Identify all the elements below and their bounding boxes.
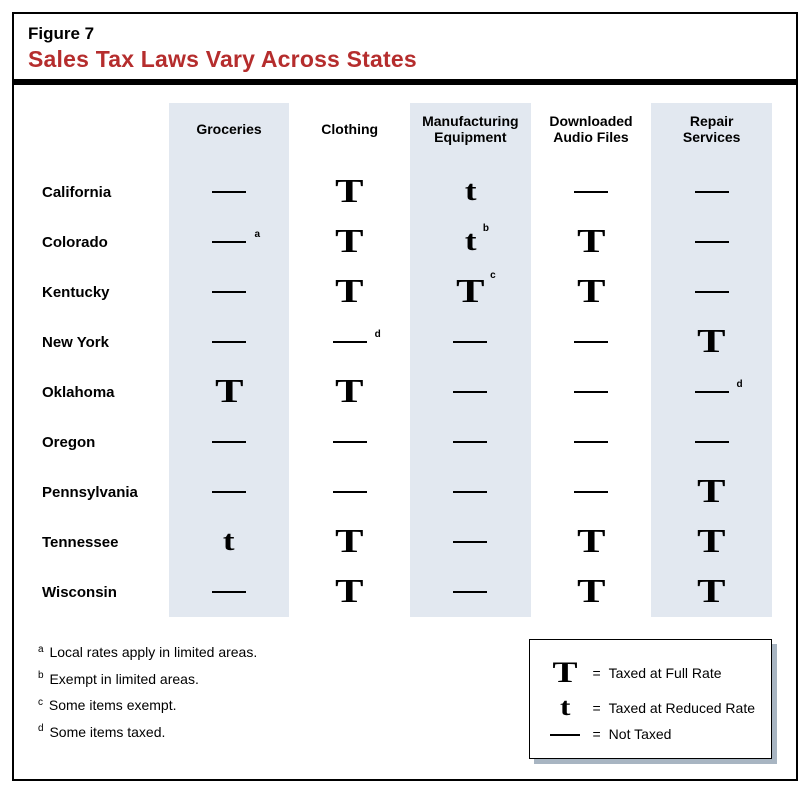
- tax-cell: [531, 417, 652, 467]
- tax-cell: Tc: [410, 267, 531, 317]
- state-label: Kentucky: [38, 267, 169, 317]
- tax-cell: T: [531, 567, 652, 617]
- state-label: New York: [38, 317, 169, 367]
- tax-cell: [169, 167, 290, 217]
- tax-cell: T: [289, 267, 410, 317]
- column-header: Clothing: [289, 103, 410, 167]
- tax-cell: t: [169, 517, 290, 567]
- tax-cell: T: [531, 217, 652, 267]
- tax-cell: T: [651, 567, 772, 617]
- tax-cell: T: [651, 467, 772, 517]
- table-header-row: GroceriesClothingManufacturingEquipmentD…: [38, 103, 772, 167]
- state-label: Oklahoma: [38, 367, 169, 417]
- tax-cell: T: [289, 367, 410, 417]
- legend: T = Taxed at Full Rate t = Taxed at Reduced R…: [529, 639, 772, 759]
- column-header: RepairServices: [651, 103, 772, 167]
- state-label: Colorado: [38, 217, 169, 267]
- tax-cell: a: [169, 217, 290, 267]
- tax-cell: T: [289, 567, 410, 617]
- tax-cell: [169, 467, 290, 517]
- column-header: Groceries: [169, 103, 290, 167]
- legend-row: t = Taxed at Reduced Rate: [544, 694, 755, 722]
- legend-symbol: T: [544, 656, 586, 690]
- table-row: OklahomaTTd: [38, 367, 772, 417]
- figure-number: Figure 7: [28, 24, 782, 44]
- tax-cell: [651, 167, 772, 217]
- footnotes: a Local rates apply in limited areas.b E…: [38, 639, 257, 745]
- figure-body: GroceriesClothingManufacturingEquipmentD…: [14, 85, 796, 779]
- tax-cell: [651, 267, 772, 317]
- tax-cell: T: [289, 167, 410, 217]
- tax-cell: t: [410, 167, 531, 217]
- tax-cell: T: [531, 267, 652, 317]
- state-label: Tennessee: [38, 517, 169, 567]
- state-label: Wisconsin: [38, 567, 169, 617]
- tax-cell: T: [169, 367, 290, 417]
- tax-cell: T: [651, 517, 772, 567]
- tax-table: GroceriesClothingManufacturingEquipmentD…: [38, 103, 772, 617]
- table-row: Kentucky TTcT: [38, 267, 772, 317]
- tax-cell: [169, 267, 290, 317]
- legend-equals: =: [592, 726, 600, 742]
- table-row: WisconsinTTT: [38, 567, 772, 617]
- tax-cell: [169, 567, 290, 617]
- state-label: Oregon: [38, 417, 169, 467]
- tax-cell: T: [289, 217, 410, 267]
- tax-cell: [410, 417, 531, 467]
- tax-cell: [410, 367, 531, 417]
- tax-cell: [169, 417, 290, 467]
- table-row: California Tt: [38, 167, 772, 217]
- table-row: Pennsylvania T: [38, 467, 772, 517]
- legend-label: Taxed at Reduced Rate: [609, 700, 755, 716]
- column-header: ManufacturingEquipment: [410, 103, 531, 167]
- tax-cell: T: [651, 317, 772, 367]
- tax-cell: [531, 467, 652, 517]
- tax-cell: [651, 217, 772, 267]
- legend-label: Not Taxed: [609, 726, 672, 742]
- figure-title: Sales Tax Laws Vary Across States: [28, 46, 782, 73]
- footnote: a Local rates apply in limited areas.: [38, 639, 257, 666]
- tax-cell: [531, 317, 652, 367]
- tax-cell: T: [289, 517, 410, 567]
- legend-label: Taxed at Full Rate: [609, 665, 722, 681]
- figure-container: Figure 7 Sales Tax Laws Vary Across Stat…: [12, 12, 798, 781]
- state-label: California: [38, 167, 169, 217]
- legend-symbol: [544, 726, 586, 742]
- legend-equals: =: [592, 665, 600, 681]
- legend-symbol: t: [544, 694, 586, 722]
- footnote: b Exempt in limited areas.: [38, 666, 257, 693]
- tax-cell: [651, 417, 772, 467]
- footer-row: a Local rates apply in limited areas.b E…: [38, 639, 772, 759]
- tax-cell: d: [289, 317, 410, 367]
- table-row: ColoradoaTtbT: [38, 217, 772, 267]
- tax-cell: [410, 467, 531, 517]
- legend-row: = Not Taxed: [544, 726, 755, 742]
- figure-header: Figure 7 Sales Tax Laws Vary Across Stat…: [14, 14, 796, 79]
- table-row: TennesseetTTT: [38, 517, 772, 567]
- legend-row: T = Taxed at Full Rate: [544, 656, 755, 690]
- state-label: Pennsylvania: [38, 467, 169, 517]
- tax-cell: d: [651, 367, 772, 417]
- tax-cell: [531, 167, 652, 217]
- tax-cell: [289, 467, 410, 517]
- table-row: Oregon: [38, 417, 772, 467]
- legend-equals: =: [592, 700, 600, 716]
- tax-cell: [410, 317, 531, 367]
- footnote: d Some items taxed.: [38, 719, 257, 746]
- column-header: Downloaded Audio Files: [531, 103, 652, 167]
- table-row: New York d T: [38, 317, 772, 367]
- tax-cell: tb: [410, 217, 531, 267]
- tax-cell: [289, 417, 410, 467]
- tax-cell: [410, 567, 531, 617]
- tax-cell: [531, 367, 652, 417]
- legend-container: T = Taxed at Full Rate t = Taxed at Reduced R…: [529, 639, 772, 759]
- tax-cell: [410, 517, 531, 567]
- tax-cell: T: [531, 517, 652, 567]
- tax-cell: [169, 317, 290, 367]
- footnote: c Some items exempt.: [38, 692, 257, 719]
